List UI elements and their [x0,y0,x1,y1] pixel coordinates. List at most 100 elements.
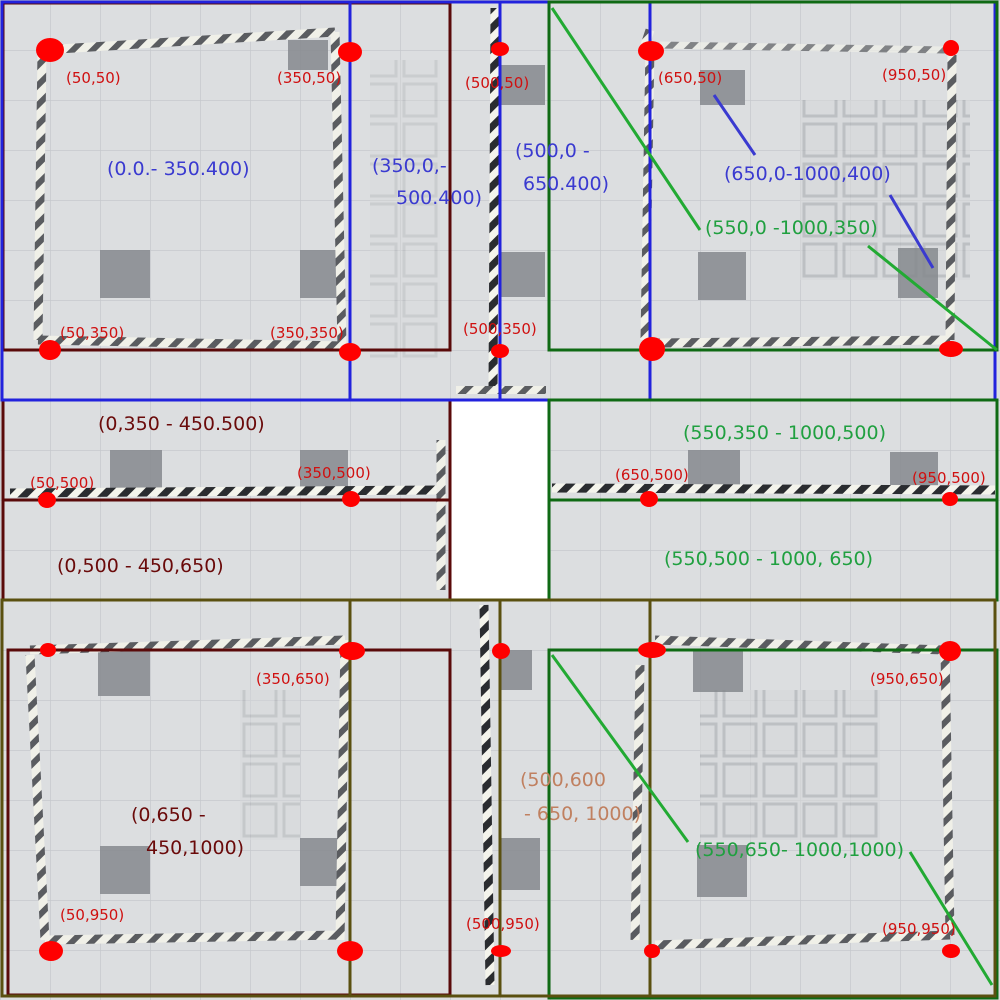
point-marker [339,343,361,361]
tile-grid-bottomright [700,690,880,840]
region-label: (0,500 - 450,650) [57,555,224,577]
border-green [547,648,999,1000]
dark-square [697,845,747,897]
hazard-tape [9,7,996,986]
tape-segment [44,930,341,945]
point-label: (50,500) [30,474,94,492]
point-label: (500,50) [465,74,529,92]
point-label: (950,500) [912,469,986,487]
point-label: (350,500) [297,464,371,482]
dark-square [898,248,938,298]
tile-grid-bottomleft [240,690,300,840]
region-label: (500,600 [520,769,606,791]
dark-square [300,838,340,886]
border-olive [648,598,997,998]
tape-segment [654,635,946,655]
dark-square [500,838,540,890]
leader-line-green [550,654,690,843]
point-label: (50,350) [60,324,124,342]
region-label: (550,0 -1000,350) [705,217,878,239]
point-label: (650,50) [658,69,722,87]
leader-line-green [908,851,994,986]
tape-segment [9,485,441,498]
point-marker [338,42,362,62]
point-label: (950,650) [870,670,944,688]
tape-segment [654,335,951,348]
leader-line-blue [712,94,757,156]
region-label: (0,650 - [131,804,206,826]
dark-square [110,450,162,490]
dark-square [100,250,150,298]
tape-segment [330,31,347,346]
leader-line-green [550,7,702,231]
tape-segment [654,930,951,950]
point-label: (950,50) [882,66,946,84]
region-label: (550,500 - 1000, 650) [664,548,873,570]
dark-square [98,650,150,696]
point-marker [639,337,665,361]
region-label: (650,0-1000,400) [724,163,891,185]
dark-square [693,650,743,692]
dark-square [300,450,348,492]
tape-segment [479,604,495,986]
point-label: (500,350) [463,320,537,338]
point-marker [939,641,961,661]
point-marker [36,38,64,62]
region-label: (550,650- 1000,1000) [695,839,904,861]
tape-segment [335,639,350,941]
point-marker [942,944,960,958]
tape-segment [659,41,946,54]
region-labels: (0.0.- 350.400) (350,0,- 500.400) (500,0… [57,140,904,861]
dark-square [890,452,938,490]
point-marker [491,945,511,957]
blank-center-area [451,401,549,599]
tape-segment [551,483,996,495]
point-marker [339,642,365,660]
tile-grid-topcenter [370,60,440,360]
point-marker [640,491,658,507]
region-label: 650.400) [523,173,609,195]
dark-square [700,70,745,105]
tape-segment [630,664,645,941]
point-label: (350,650) [256,670,330,688]
point-marker [491,344,509,358]
point-marker [492,643,510,659]
dark-square [300,250,338,298]
point-label: (350,50) [277,69,341,87]
dark-square [500,252,545,297]
tape-segment [41,27,336,55]
point-marker [939,341,963,357]
point-label: (350,350) [270,324,344,342]
dark-square [288,40,328,70]
tape-segment [945,54,957,341]
dark-square [100,846,150,894]
point-marker [39,340,61,360]
point-label: (50,950) [60,906,124,924]
tape-segment [25,654,50,941]
region-label: 450,1000) [146,837,244,859]
point-marker [491,42,509,56]
dark-square [698,252,746,300]
point-label: (500,950) [466,915,540,933]
point-label: (50,50) [66,69,121,87]
tape-segment [940,649,955,936]
tape-segment [33,49,47,341]
point-marker [943,40,959,56]
tape-segment [29,635,346,655]
point-labels: (50,50) (350,50) (500,50) (650,50) (950,… [30,66,986,938]
point-label: (650,500) [615,466,689,484]
tape-segment [488,7,500,391]
point-marker [38,492,56,508]
point-marker [39,941,63,961]
tile-grid-topright [800,100,970,280]
tape-segment [37,335,346,351]
region-label: (500,0 - [515,140,590,162]
point-marker [40,643,56,657]
region-label: (0.0.- 350.400) [107,158,250,180]
border-green [547,0,999,352]
point-marker [644,944,660,958]
point-markers [36,38,963,961]
dark-square [500,65,545,105]
